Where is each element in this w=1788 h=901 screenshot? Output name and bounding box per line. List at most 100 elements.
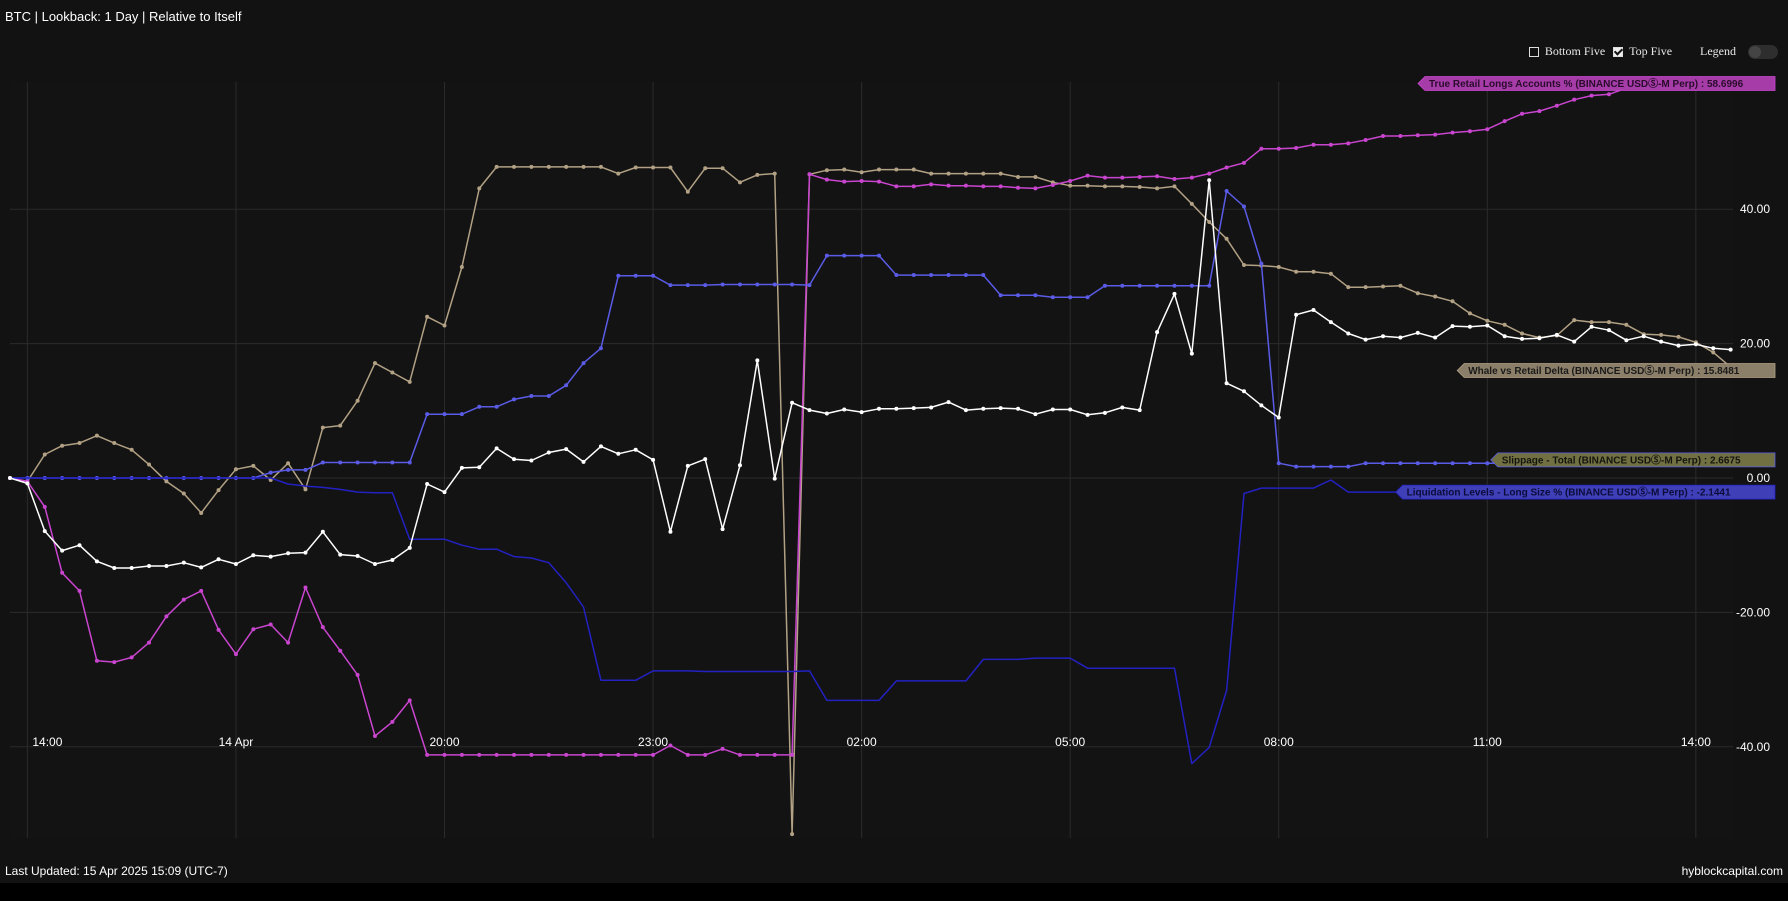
- data-point: [338, 423, 343, 428]
- data-point: [1276, 264, 1281, 269]
- data-point: [1311, 269, 1316, 274]
- data-point: [824, 411, 829, 416]
- chart-svg[interactable]: 14:00 14 Apr 20:00 23:00 02:00 05:00 08:00 11:0…: [0, 70, 1788, 860]
- data-point: [894, 184, 899, 189]
- data-point: [1502, 119, 1507, 124]
- data-point: [703, 457, 708, 462]
- data-point: [1328, 271, 1333, 276]
- data-point: [1328, 464, 1333, 469]
- data-point: [477, 465, 482, 470]
- data-point: [372, 562, 377, 567]
- data-point: [581, 164, 586, 169]
- data-point: [564, 383, 569, 388]
- data-point: [1641, 334, 1646, 339]
- data-point: [1085, 295, 1090, 300]
- data-point: [790, 832, 795, 837]
- data-point: [390, 719, 395, 724]
- brand-link[interactable]: hyblockcapital.com: [1681, 864, 1783, 878]
- data-point: [512, 752, 517, 757]
- data-point: [1294, 312, 1299, 317]
- data-point: [147, 564, 152, 569]
- data-point: [77, 441, 82, 446]
- data-point: [1363, 137, 1368, 142]
- data-point: [1016, 174, 1021, 179]
- data-point: [651, 165, 656, 170]
- data-point: [8, 476, 12, 480]
- data-point: [1241, 204, 1246, 209]
- data-point: [459, 412, 464, 417]
- data-point: [1485, 318, 1490, 323]
- data-point: [737, 463, 742, 468]
- data-point: [181, 560, 186, 565]
- data-point: [946, 273, 951, 278]
- x-tick-label: 14 Apr: [219, 735, 254, 749]
- bottom-five-checkbox[interactable]: [1528, 46, 1539, 57]
- data-point: [1659, 332, 1664, 337]
- top-five-checkbox[interactable]: [1613, 46, 1624, 57]
- data-point: [877, 167, 881, 172]
- data-point: [1311, 142, 1316, 147]
- data-point: [425, 752, 430, 757]
- data-point: [477, 752, 482, 757]
- data-point: [390, 370, 395, 375]
- data-point: [494, 446, 499, 451]
- data-point: [755, 282, 760, 287]
- data-point: [1520, 111, 1525, 116]
- data-point: [633, 273, 638, 278]
- data-point: [512, 397, 517, 402]
- data-point: [668, 529, 673, 534]
- y-tick-label: 0.00: [1747, 471, 1771, 485]
- grid-layer: [10, 82, 1733, 838]
- data-point: [1120, 405, 1125, 410]
- data-point: [616, 451, 621, 456]
- data-point: [564, 752, 569, 757]
- data-point: [251, 553, 256, 558]
- data-point: [598, 164, 603, 169]
- data-point: [998, 171, 1003, 176]
- data-point: [564, 164, 569, 169]
- bottom-five-toggle[interactable]: Bottom Five: [1528, 44, 1605, 59]
- data-point: [1155, 186, 1160, 191]
- data-point: [425, 482, 430, 487]
- data-point: [546, 450, 551, 455]
- data-point: [1363, 285, 1368, 290]
- data-point: [929, 405, 934, 410]
- data-point: [929, 273, 934, 278]
- data-point: [1050, 407, 1055, 412]
- data-point: [929, 182, 934, 187]
- data-point: [251, 627, 256, 632]
- data-point: [737, 752, 742, 757]
- data-point: [581, 752, 586, 757]
- data-point: [1415, 291, 1420, 296]
- data-point: [42, 504, 47, 509]
- data-point: [703, 166, 708, 171]
- data-point: [1085, 183, 1090, 188]
- data-point: [1224, 236, 1229, 241]
- legend-control[interactable]: Legend: [1700, 44, 1778, 59]
- data-point: [911, 167, 916, 172]
- data-point: [425, 412, 430, 417]
- data-point: [998, 184, 1003, 189]
- data-point: [1016, 293, 1021, 298]
- top-five-toggle[interactable]: Top Five: [1613, 44, 1672, 59]
- data-point: [894, 406, 899, 411]
- data-point: [859, 410, 864, 415]
- data-point: [1467, 311, 1472, 316]
- data-point: [286, 461, 291, 466]
- data-point: [147, 640, 152, 645]
- legend-switch[interactable]: [1748, 44, 1778, 59]
- data-point: [1415, 133, 1420, 138]
- data-point: [1294, 146, 1299, 151]
- data-point: [1033, 174, 1038, 179]
- data-point: [1624, 322, 1629, 327]
- data-point: [1398, 461, 1403, 466]
- data-point: [1537, 109, 1542, 114]
- data-point: [1102, 175, 1107, 180]
- data-point: [1415, 330, 1420, 335]
- series-value-tag-text: Liquidation Levels - Long Size % (BINANC…: [1407, 486, 1731, 499]
- data-point: [1137, 408, 1142, 413]
- data-point: [529, 458, 534, 463]
- data-point: [1033, 412, 1038, 417]
- data-point: [216, 557, 221, 562]
- data-point: [355, 672, 360, 677]
